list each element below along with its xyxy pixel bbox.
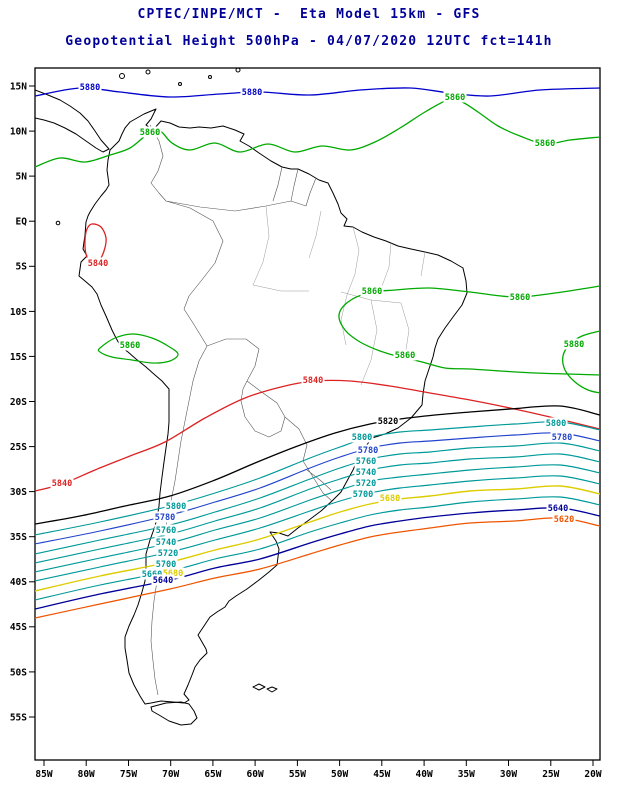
falkland-islands [252,683,278,693]
lat-tick-label: 40S [10,577,27,588]
chart-title-line1: CPTEC/INPE/MCT - Eta Model 15km - GFS [137,7,481,22]
contour-label-5780: 5780 [552,433,572,443]
contour-5620 [35,517,600,619]
contour-label-5760: 5760 [156,526,176,536]
lon-tick-label: 80W [78,769,95,780]
contour-label-5760: 5760 [356,457,376,467]
base-map [35,68,468,726]
contour-5860 [338,285,600,376]
lat-axis: 15N 10N 5N EQ 5S 10S 15S 20S 25S 30S 35S 40S 45S 50S 5… [10,81,35,723]
contour-label-5700: 5700 [156,560,176,570]
contour-label-5840: 5840 [88,259,108,269]
contour-label-5860: 5860 [445,93,465,103]
lon-tick-label: 45W [373,769,390,780]
lat-tick-label: 35S [10,532,27,543]
contour-label-5800: 5800 [166,502,186,512]
lon-tick-label: 40W [416,769,433,780]
contour-label-5640: 5640 [548,504,568,514]
contour-label-5860: 5860 [140,128,160,138]
contour-5700 [35,475,600,582]
contour-label-5800: 5800 [546,419,566,429]
contour-label-5880: 5880 [80,83,100,93]
map-frame [34,67,601,761]
contour-label-5860: 5860 [120,341,140,351]
lat-tick-label: 50S [10,667,27,678]
contour-5860 [35,98,600,168]
contour-label-5840: 5840 [52,479,72,489]
lat-tick-label: EQ [16,217,28,228]
lat-tick-label: 25S [10,442,27,453]
lon-tick-label: 20W [584,769,601,780]
caribbean-islands [55,68,241,226]
lon-tick-label: 30W [500,769,517,780]
lat-tick-label: 10S [10,307,27,318]
contour-label-5720: 5720 [356,479,376,489]
contour-label-5680: 5680 [163,569,183,579]
contour-5680 [35,485,600,592]
contour-label-5640: 5640 [153,576,173,586]
lon-tick-label: 85W [35,769,52,780]
contour-5860 [97,333,179,364]
lon-axis: 85W 80W 75W 70W 65W 60W 55W 50W 45W 40W 35W 30W 25W 2… [35,760,602,780]
contour-label-5860: 5860 [395,351,415,361]
contour-label-5700: 5700 [353,490,373,500]
south-america-coastline [78,108,468,705]
contour-5640 [35,507,600,610]
lon-tick-label: 75W [120,769,137,780]
contour-label-5720: 5720 [158,549,178,559]
lat-tick-label: 5S [16,262,28,273]
contour-labels: 5880 5880 5860 5860 5860 5860 5860 5860 5880 5860… [50,81,586,586]
tierra-del-fuego-island [150,701,198,726]
contour-label-5820: 5820 [378,417,398,427]
lat-tick-label: 20S [10,397,27,408]
lon-tick-label: 60W [247,769,264,780]
lat-tick-label: 45S [10,622,27,633]
lat-tick-label: 30S [10,487,27,498]
lon-tick-label: 70W [162,769,179,780]
contour-label-5860: 5860 [362,287,382,297]
central-america-coastline [35,89,110,153]
contour-label-5740: 5740 [356,468,376,478]
contour-label-5840: 5840 [303,376,323,386]
lon-tick-label: 50W [331,769,348,780]
contour-5720 [35,464,600,573]
contour-label-5800: 5800 [352,433,372,443]
chart-title-line2: Geopotential Height 500hPa - 04/07/2020 … [65,34,553,49]
lon-tick-label: 25W [542,769,559,780]
contour-label-5860: 5860 [535,139,555,149]
contour-5660 [35,496,600,601]
lat-tick-label: 5N [16,172,28,183]
contour-5880 [35,87,600,98]
contour-label-5680: 5680 [380,494,400,504]
contour-label-5860: 5860 [510,293,530,303]
lat-tick-label: 15N [10,81,27,92]
contour-label-5880: 5880 [242,88,262,98]
contour-5820 [35,405,600,525]
contour-label-5780: 5780 [155,513,175,523]
lat-tick-label: 15S [10,352,27,363]
contour-5840 [35,379,600,492]
contour-lines [35,87,600,619]
state-borders [252,205,426,386]
contour-label-5880: 5880 [564,340,584,350]
lat-tick-label: 55S [10,712,27,723]
country-borders [149,124,333,696]
contour-label-5740: 5740 [156,538,176,548]
contour-label-5780: 5780 [358,446,378,456]
lon-tick-label: 55W [289,769,306,780]
lon-tick-label: 35W [458,769,475,780]
lon-tick-label: 65W [204,769,221,780]
lat-tick-label: 10N [10,127,27,138]
contour-5880 [562,330,600,394]
contour-label-5620: 5620 [554,515,574,525]
